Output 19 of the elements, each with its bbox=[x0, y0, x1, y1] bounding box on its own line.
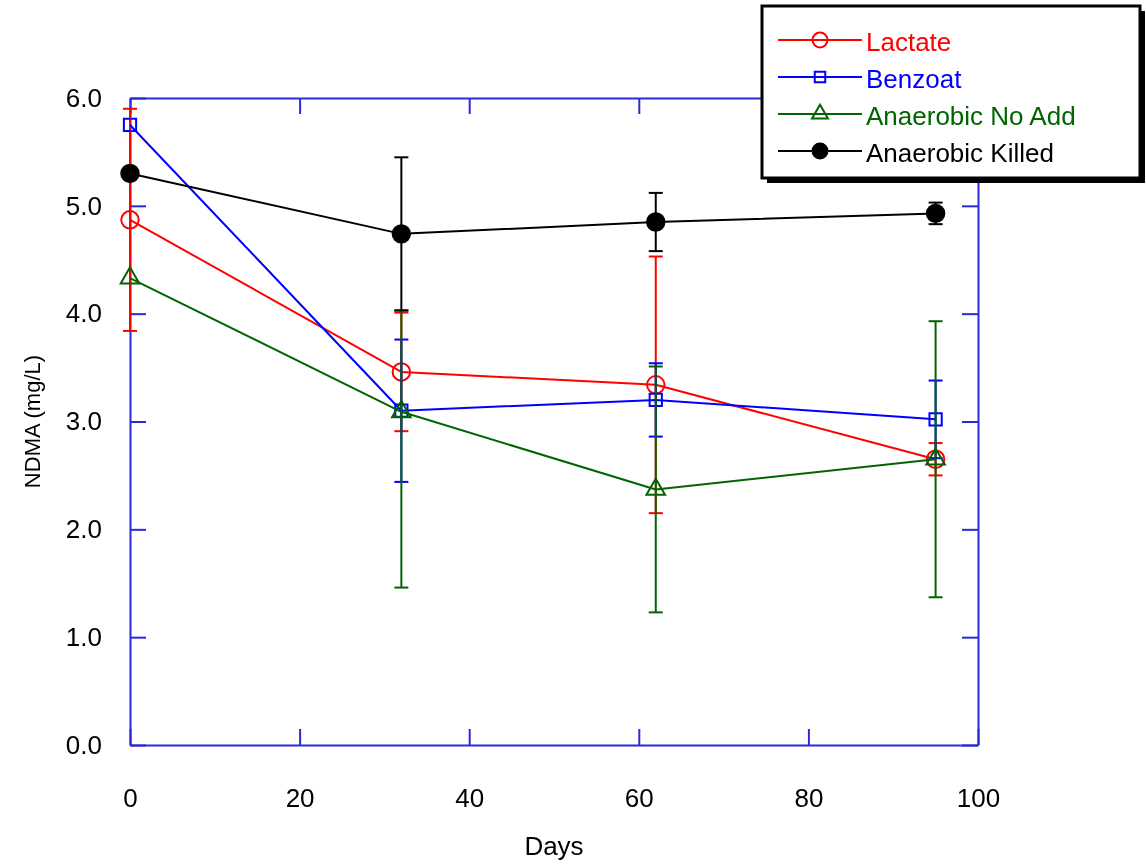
y-tick-label: 1.0 bbox=[65, 621, 102, 652]
x-axis-title: Days bbox=[524, 831, 584, 861]
x-tick-label: 40 bbox=[455, 783, 485, 814]
legend-label: Anaerobic Killed bbox=[866, 138, 1054, 168]
y-axis-title: NDMA (mg/L) bbox=[20, 354, 45, 489]
legend-label: Benzoat bbox=[866, 64, 963, 94]
y-tick-label: 0.0 bbox=[65, 729, 102, 760]
x-tick-label: 20 bbox=[285, 783, 315, 814]
x-tick-label: 0 bbox=[123, 783, 138, 814]
y-tick-label: 4.0 bbox=[65, 298, 102, 329]
y-tick-label: 5.0 bbox=[65, 190, 102, 221]
y-tick-label: 2.0 bbox=[65, 514, 102, 545]
y-tick-label: 6.0 bbox=[65, 82, 102, 113]
x-tick-label: 100 bbox=[956, 783, 1001, 814]
x-tick-label: 60 bbox=[624, 783, 654, 814]
legend-label: Lactate bbox=[866, 27, 952, 57]
y-tick-label: 3.0 bbox=[65, 406, 102, 437]
legend-label: Anaerobic No Add bbox=[866, 101, 1076, 131]
x-tick-label: 80 bbox=[794, 783, 824, 814]
